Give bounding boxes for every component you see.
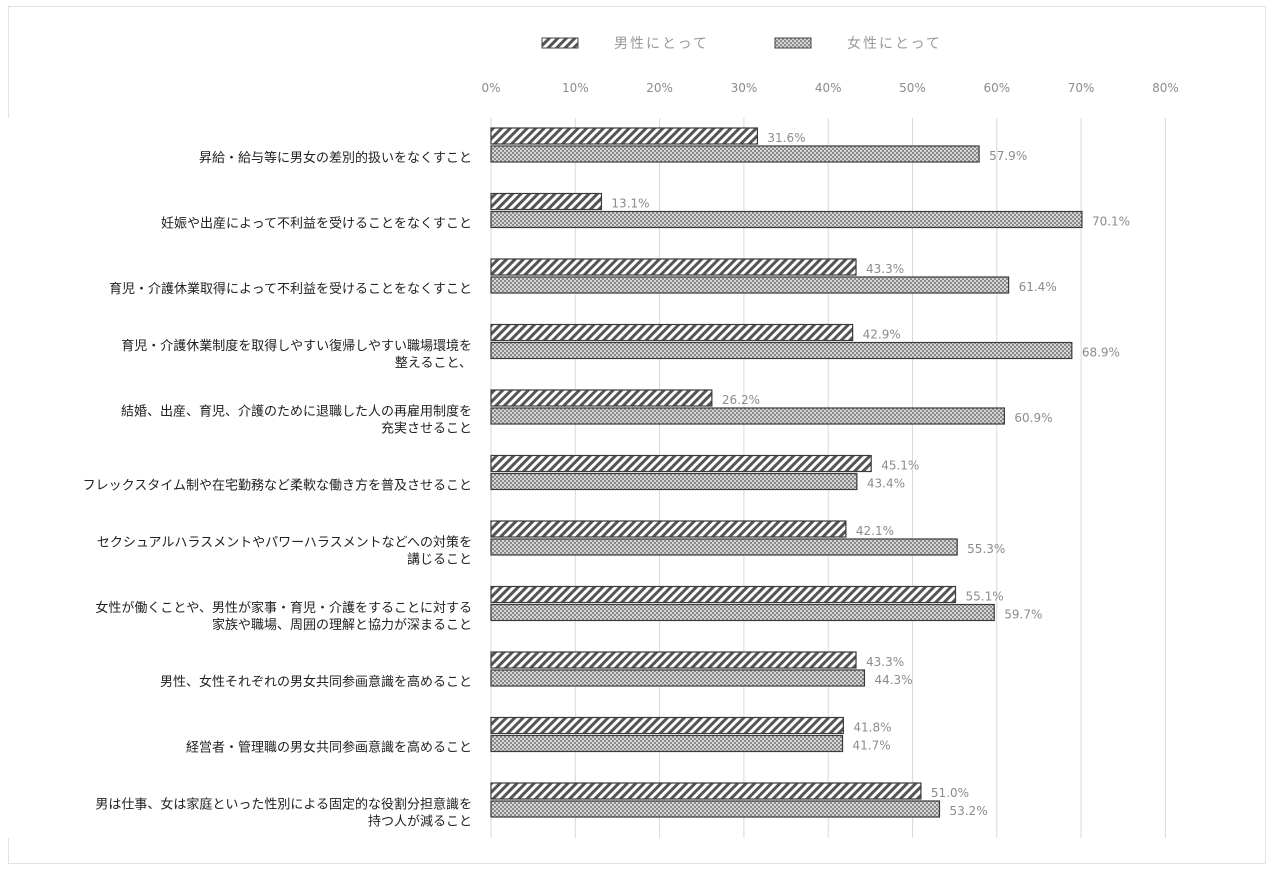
data-label: 43.3% xyxy=(866,655,904,669)
bar xyxy=(490,192,603,211)
category-label-panel xyxy=(0,118,490,838)
bars: 31.6% 57.9% 13.1% 70.1% 43.3% 61.4% 42.9% 68.9%… xyxy=(490,127,1130,818)
data-label: 53.2% xyxy=(949,804,987,818)
bar xyxy=(490,669,866,687)
legend-swatch xyxy=(541,37,579,49)
bar xyxy=(490,276,1010,294)
data-label: 61.4% xyxy=(1019,280,1057,294)
data-label: 31.6% xyxy=(767,131,805,145)
category-label: 講じること xyxy=(407,552,472,568)
category-label: 充実させること xyxy=(381,421,472,437)
bar xyxy=(490,538,958,556)
category-label: 持つ人が減ること xyxy=(368,814,472,830)
bar xyxy=(490,341,1073,360)
data-label: 41.8% xyxy=(853,721,891,735)
category-label: 整えること、 xyxy=(395,356,472,371)
bar xyxy=(490,716,844,735)
data-label: 43.4% xyxy=(867,477,905,491)
legend-label: 女性にとって xyxy=(847,35,942,52)
bar xyxy=(490,258,857,276)
bar xyxy=(490,210,1083,229)
category-label: 男は仕事、女は家庭といった性別による固定的な役割分担意識を xyxy=(95,797,472,813)
data-label: 68.9% xyxy=(1082,346,1120,360)
x-tick-label: 0% xyxy=(481,81,500,95)
legend: 男性にとって 女性にとって xyxy=(541,35,942,52)
data-label: 51.0% xyxy=(931,786,969,800)
data-label: 60.9% xyxy=(1014,411,1052,425)
data-label: 42.1% xyxy=(856,524,894,538)
data-label: 42.9% xyxy=(863,328,901,342)
data-label: 55.3% xyxy=(967,542,1005,556)
data-label: 26.2% xyxy=(722,393,760,407)
x-tick-label: 30% xyxy=(731,81,758,95)
x-axis-ticks: 0% 10% 20% 30% 40% 50% 60% 70% 80% xyxy=(481,81,1178,95)
bar xyxy=(490,800,941,818)
category-label: セクシュアルハラスメントやパワーハラスメントなどへの対策を xyxy=(97,535,472,551)
x-tick-label: 20% xyxy=(646,81,673,95)
data-label: 43.3% xyxy=(866,262,904,276)
category-label: 女性が働くことや、男性が家事・育児・介護をすることに対する xyxy=(95,600,472,616)
category-label: 妊娠や出産によって不利益を受けることをなくすこと xyxy=(161,216,472,232)
data-label: 45.1% xyxy=(881,459,919,473)
data-label: 70.1% xyxy=(1092,215,1130,229)
category-label: 家族や職場、周囲の理解と協力が深まること xyxy=(212,617,472,633)
category-label: 男性、女性それぞれの男女共同参画意識を高めること xyxy=(160,674,472,690)
bar xyxy=(490,145,980,163)
category-label: 経営者・管理職の男女共同参画意識を高めること xyxy=(186,740,472,756)
bar xyxy=(490,603,995,622)
legend-label: 男性にとって xyxy=(614,36,709,52)
bar xyxy=(490,734,844,753)
data-label: 41.7% xyxy=(853,739,891,753)
bar xyxy=(490,127,758,145)
bar xyxy=(490,585,957,604)
x-tick-label: 10% xyxy=(562,81,589,95)
category-labels: 昇給・給与等に男女の差別的扱いをなくすこと妊娠や出産によって不利益を受けることを… xyxy=(83,150,472,830)
x-tick-label: 60% xyxy=(983,81,1010,95)
legend-swatch xyxy=(774,37,812,49)
data-label: 13.1% xyxy=(611,197,649,211)
bar xyxy=(490,323,854,342)
x-tick-label: 80% xyxy=(1152,81,1179,95)
category-label: 結婚、出産、育児、介護のために退職した人の再雇用制度を xyxy=(121,404,472,420)
category-label: 昇給・給与等に男女の差別的扱いをなくすこと xyxy=(199,150,472,166)
bar xyxy=(490,782,922,800)
data-label: 55.1% xyxy=(965,590,1003,604)
data-label: 59.7% xyxy=(1004,608,1042,622)
x-tick-label: 40% xyxy=(815,81,842,95)
data-label: 44.3% xyxy=(874,673,912,687)
bar xyxy=(490,389,713,407)
category-label: 育児・介護休業制度を取得しやすい復帰しやすい職場環境を xyxy=(121,338,472,354)
category-label: フレックスタイム制や在宅勤務など柔軟な働き方を普及させること xyxy=(83,478,472,494)
bar xyxy=(490,520,847,538)
bar xyxy=(490,407,1005,425)
bar xyxy=(490,472,858,491)
x-tick-label: 50% xyxy=(899,81,926,95)
x-tick-label: 70% xyxy=(1068,81,1095,95)
data-label: 57.9% xyxy=(989,149,1027,163)
bar xyxy=(490,454,872,473)
bar xyxy=(490,651,857,669)
category-label: 育児・介護休業取得によって不利益を受けることをなくすこと xyxy=(109,281,472,297)
